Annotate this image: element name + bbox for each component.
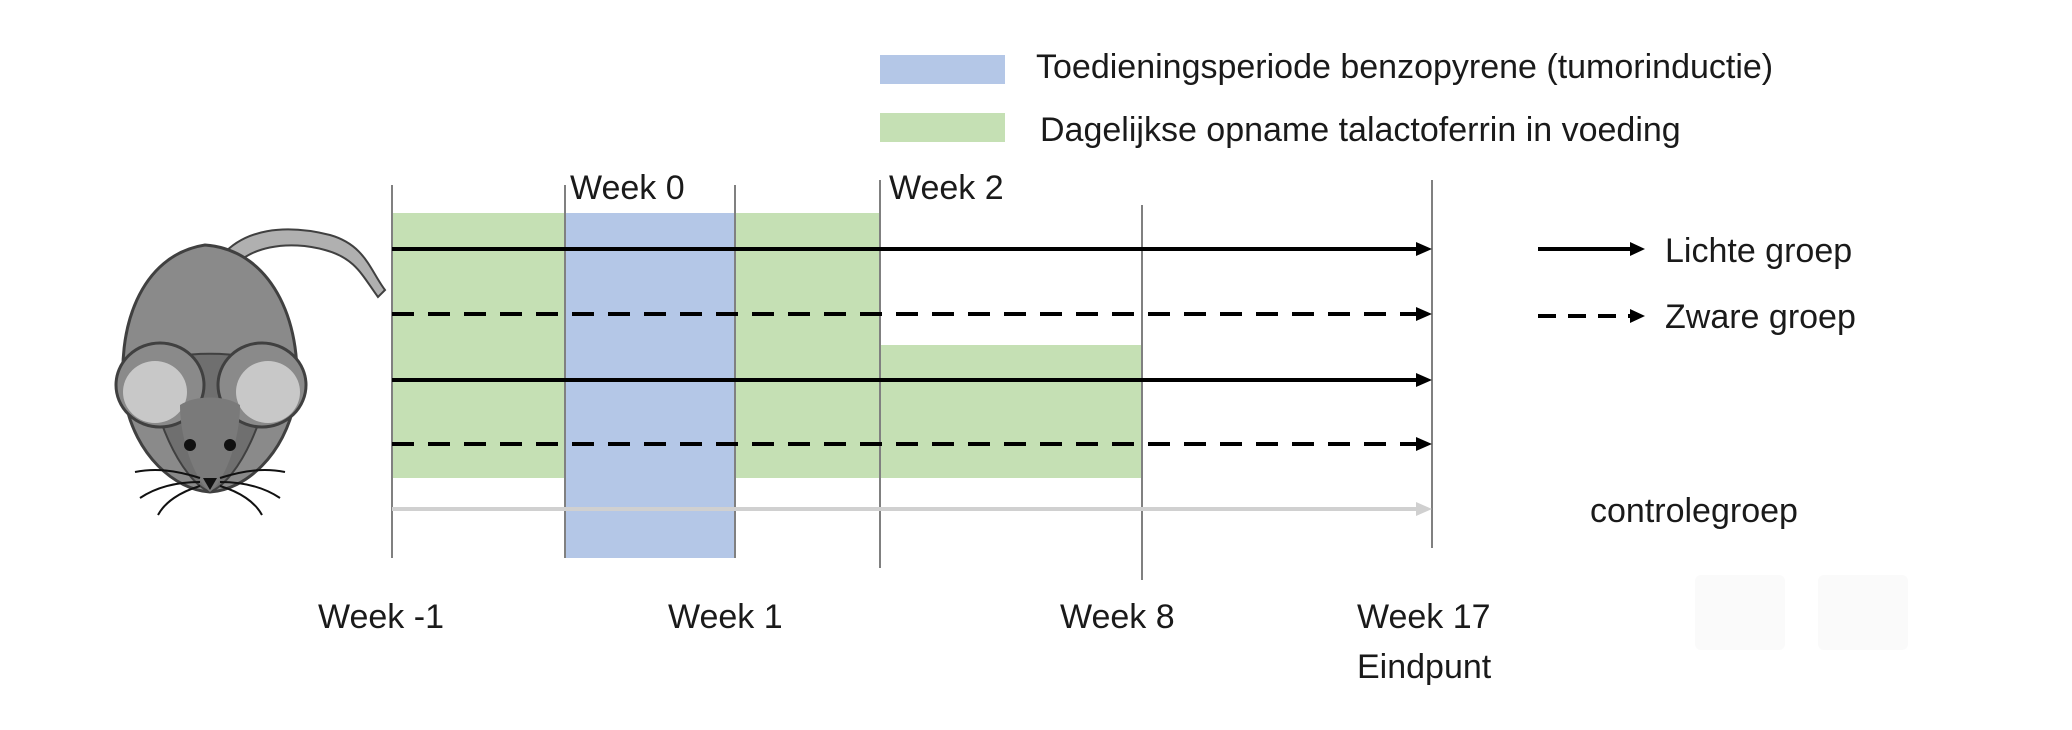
talactoferrin-band-week-minus1-to-0: [392, 213, 565, 478]
bottom-week-label-1: Week 1: [668, 598, 783, 636]
endpoint-label: Eindpunt: [1357, 648, 1492, 686]
talactoferrin-band-week-2-to-8: [880, 345, 1142, 478]
legend-label-benzopyrene: Toedieningsperiode benzopyrene (tumorind…: [1036, 48, 1773, 86]
talactoferrin-band-week-1-to-2: [735, 213, 880, 478]
legend-arrowhead-light: [1630, 242, 1645, 256]
arrowhead-light-group-1: [1416, 242, 1432, 256]
group-legend-heavy: Zware groep: [1665, 298, 1856, 336]
faint-download-icon: [1695, 575, 1785, 650]
faint-edit-icon: [1818, 575, 1908, 650]
arrowhead-heavy-group-1: [1416, 307, 1432, 321]
bottom-week-label-8: Week 8: [1060, 598, 1175, 636]
top-week-label-0: Week 0: [570, 169, 685, 207]
bottom-week-label-minus1: Week -1: [318, 598, 444, 636]
arrowhead-heavy-group-2: [1416, 437, 1432, 451]
group-legend-light: Lichte groep: [1665, 232, 1852, 270]
mouse-icon: [114, 228, 387, 516]
arrowhead-control-group: [1416, 502, 1432, 516]
legend-swatch-talactoferrin: [880, 113, 1005, 142]
top-week-label-2: Week 2: [889, 169, 1004, 207]
arrowhead-light-group-2: [1416, 373, 1432, 387]
legend-label-talactoferrin: Dagelijkse opname talactoferrin in voedi…: [1040, 111, 1681, 149]
bottom-week-label-17: Week 17: [1357, 598, 1491, 636]
legend-swatch-benzopyrene: [880, 55, 1005, 84]
benzopyrene-band-week-0-to-1: [565, 213, 735, 558]
legend-arrowhead-heavy: [1630, 309, 1645, 323]
group-legend-control: controlegroep: [1590, 492, 1798, 530]
